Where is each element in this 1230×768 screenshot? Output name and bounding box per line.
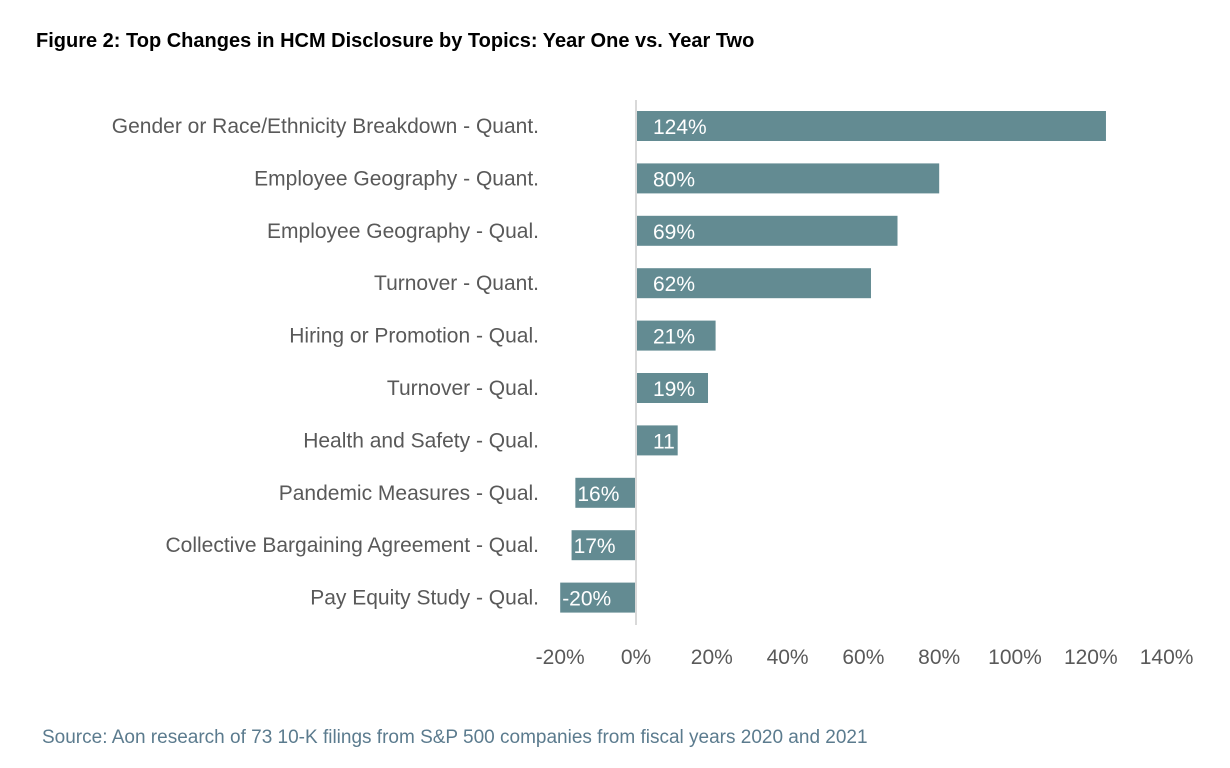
data-label: 62% bbox=[653, 273, 695, 296]
bar bbox=[636, 320, 716, 351]
bar bbox=[560, 582, 636, 613]
data-label: -20% bbox=[562, 588, 611, 611]
x-tick-label: 140% bbox=[1140, 646, 1194, 669]
data-label: 11 bbox=[653, 430, 675, 453]
category-label: Turnover - Quant. bbox=[374, 272, 539, 295]
bar bbox=[575, 477, 636, 508]
x-tick-label: 0% bbox=[621, 646, 651, 669]
category-label: Employee Geography - Quant. bbox=[254, 167, 539, 190]
category-label: Pay Equity Study - Qual. bbox=[310, 587, 539, 610]
x-tick-label: 100% bbox=[988, 646, 1042, 669]
bar-chart: Gender or Race/Ethnicity Breakdown - Qua… bbox=[112, 100, 1194, 669]
bar bbox=[636, 163, 940, 194]
chart-title: Figure 2: Top Changes in HCM Disclosure … bbox=[36, 30, 755, 52]
x-tick-label: 40% bbox=[767, 646, 809, 669]
x-tick-label: -20% bbox=[536, 646, 585, 669]
data-label: 80% bbox=[653, 168, 695, 191]
category-label: Pandemic Measures - Qual. bbox=[279, 482, 539, 505]
category-label: Health and Safety - Qual. bbox=[303, 429, 539, 452]
bars-layer bbox=[560, 111, 1106, 613]
x-tick-label: 80% bbox=[918, 646, 960, 669]
bar bbox=[571, 530, 636, 561]
data-label: 16% bbox=[577, 483, 619, 506]
bar bbox=[636, 268, 871, 299]
data-label: 124% bbox=[653, 116, 707, 139]
category-label: Turnover - Qual. bbox=[387, 377, 539, 400]
category-label: Collective Bargaining Agreement - Qual. bbox=[165, 534, 539, 557]
x-tick-label: 20% bbox=[691, 646, 733, 669]
labels-layer: Gender or Race/Ethnicity Breakdown - Qua… bbox=[112, 115, 1194, 669]
x-tick-label: 120% bbox=[1064, 646, 1118, 669]
data-label: 69% bbox=[653, 221, 695, 244]
x-tick-label: 60% bbox=[842, 646, 884, 669]
category-label: Hiring or Promotion - Qual. bbox=[289, 325, 539, 348]
data-label: 19% bbox=[653, 378, 695, 401]
bar bbox=[636, 425, 678, 456]
bar bbox=[636, 373, 709, 403]
source-note: Source: Aon research of 73 10-K filings … bbox=[42, 727, 868, 748]
bar bbox=[636, 111, 1106, 141]
data-label: 17% bbox=[574, 535, 616, 558]
bar bbox=[636, 215, 898, 246]
category-label: Gender or Race/Ethnicity Breakdown - Qua… bbox=[112, 115, 539, 138]
category-label: Employee Geography - Qual. bbox=[267, 220, 539, 243]
data-label: 21% bbox=[653, 326, 695, 349]
